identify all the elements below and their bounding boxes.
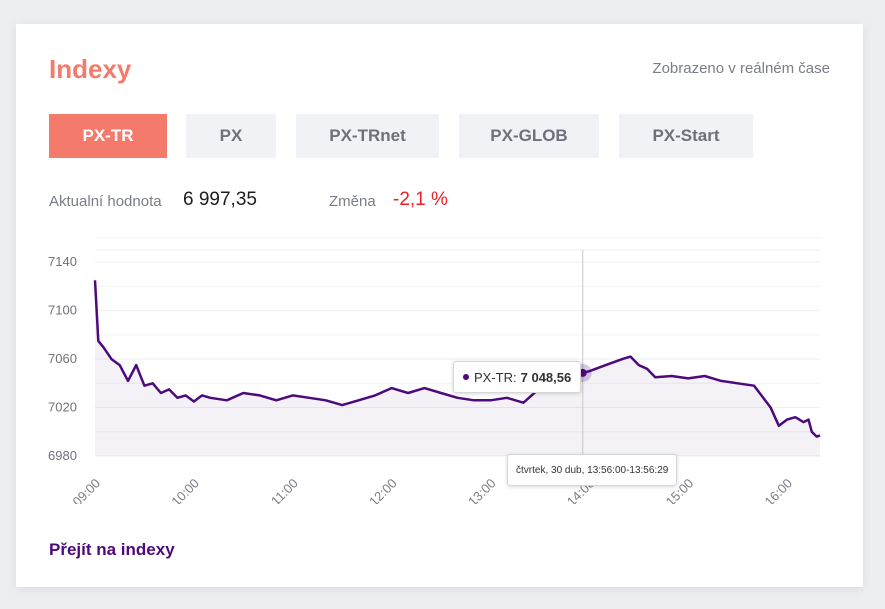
tab-px-tr[interactable]: PX-TR xyxy=(49,114,167,158)
time-tooltip: čtvrtek, 30 dub, 13:56:00-13:56:29 xyxy=(507,454,678,486)
y-tick-label: 7100 xyxy=(48,303,77,318)
change-label: Změna xyxy=(329,193,376,210)
series-dot-icon xyxy=(463,374,469,380)
y-tick-label: 7060 xyxy=(48,351,77,366)
y-tick-label: 7020 xyxy=(48,400,77,415)
x-tick-label: 09:00 xyxy=(70,476,104,504)
tab-px-glob[interactable]: PX-GLOB xyxy=(459,114,599,158)
series-line xyxy=(93,280,821,438)
x-tick-label: 16:00 xyxy=(762,476,796,504)
tab-px-start[interactable]: PX-Start xyxy=(619,114,753,158)
value-tooltip: PX-TR: 7 048,56 xyxy=(453,361,582,393)
index-chart[interactable]: 6980 7020 7060 7100 7140 09:00 10:00 11:00 12:0… xyxy=(16,24,863,504)
y-tick-label: 6980 xyxy=(48,448,77,463)
realtime-note: Zobrazeno v reálném čase xyxy=(652,60,830,77)
series-area xyxy=(95,280,820,456)
page-title: Indexy xyxy=(49,54,132,84)
index-card: Indexy Zobrazeno v reálném čase PX-TR PX… xyxy=(16,24,863,587)
y-axis: 6980 7020 7060 7100 7140 xyxy=(48,254,77,463)
current-value-label: Aktualní hodnota xyxy=(49,193,162,210)
current-value: 6 997,35 xyxy=(183,189,257,210)
tab-px[interactable]: PX xyxy=(186,114,276,158)
tooltip-value: 7 048,56 xyxy=(520,369,572,385)
tab-px-trnet[interactable]: PX-TRnet xyxy=(296,114,439,158)
x-tick-label: 13:00 xyxy=(465,476,499,504)
x-axis: 09:00 10:00 11:00 12:00 13:00 14:00 15:00 16:00 xyxy=(70,476,796,504)
tooltip-series-label: PX-TR: xyxy=(474,369,517,385)
y-tick-label: 7140 xyxy=(48,254,77,269)
change-value: -2,1 % xyxy=(393,189,448,210)
x-tick-label: 11:00 xyxy=(268,476,301,504)
x-tick-label: 12:00 xyxy=(366,476,400,504)
x-tick-label: 10:00 xyxy=(168,476,202,504)
go-to-indices-link[interactable]: Přejít na indexy xyxy=(49,540,175,559)
